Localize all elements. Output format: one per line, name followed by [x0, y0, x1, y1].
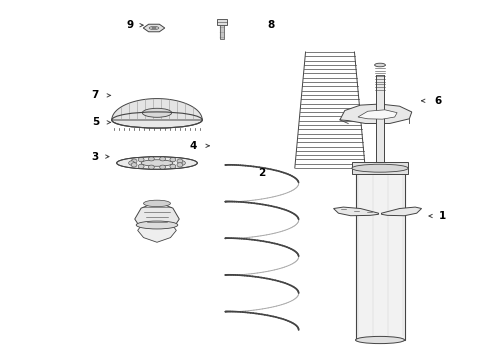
Polygon shape: [339, 104, 411, 123]
Ellipse shape: [351, 164, 407, 172]
Circle shape: [169, 164, 175, 168]
Circle shape: [131, 163, 137, 167]
Circle shape: [177, 159, 183, 163]
Bar: [375, 75, 383, 164]
Polygon shape: [135, 202, 179, 225]
Text: 2: 2: [258, 168, 264, 178]
Circle shape: [128, 161, 134, 165]
Ellipse shape: [112, 112, 202, 128]
Circle shape: [138, 164, 144, 168]
Ellipse shape: [136, 221, 178, 229]
Circle shape: [160, 165, 165, 169]
Ellipse shape: [374, 63, 385, 67]
Ellipse shape: [149, 26, 159, 30]
Circle shape: [148, 157, 154, 161]
Text: 5: 5: [92, 117, 99, 127]
Text: 3: 3: [92, 152, 99, 162]
Bar: [220, 25, 224, 39]
Text: 1: 1: [438, 211, 445, 221]
Bar: [351, 162, 407, 175]
Text: 7: 7: [91, 90, 99, 100]
Circle shape: [148, 165, 154, 169]
Text: 6: 6: [433, 96, 440, 106]
Ellipse shape: [143, 200, 170, 207]
Circle shape: [138, 157, 144, 162]
Circle shape: [160, 157, 165, 161]
Polygon shape: [333, 207, 378, 216]
Text: 4: 4: [189, 141, 197, 151]
Ellipse shape: [355, 166, 404, 175]
Polygon shape: [112, 99, 202, 120]
Ellipse shape: [141, 160, 173, 166]
Circle shape: [131, 159, 137, 163]
Text: 9: 9: [126, 20, 133, 30]
Ellipse shape: [117, 157, 197, 169]
Polygon shape: [138, 226, 176, 242]
Bar: [216, 19, 227, 25]
Polygon shape: [143, 24, 164, 32]
Ellipse shape: [152, 27, 156, 29]
Ellipse shape: [142, 108, 171, 117]
Ellipse shape: [355, 336, 404, 343]
Circle shape: [169, 157, 175, 162]
Polygon shape: [357, 110, 396, 119]
Circle shape: [177, 163, 183, 167]
Polygon shape: [381, 207, 421, 216]
Circle shape: [179, 161, 185, 165]
Text: 8: 8: [267, 20, 274, 30]
Bar: [355, 170, 404, 340]
